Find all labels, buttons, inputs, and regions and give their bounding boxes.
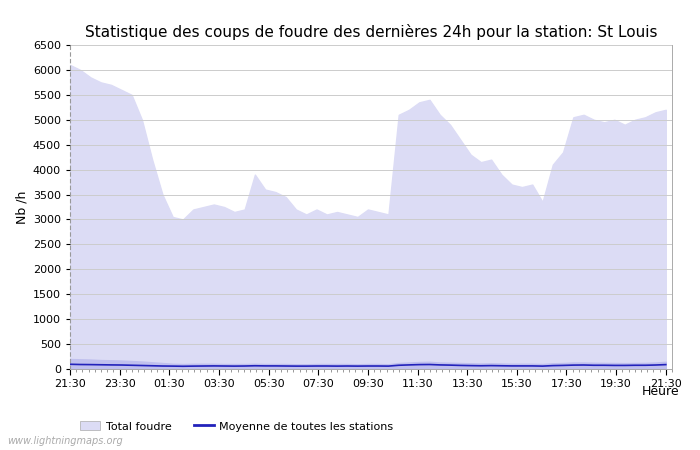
Text: www.lightningmaps.org: www.lightningmaps.org (7, 436, 122, 446)
Legend: Foudre détectée par St Louis: Foudre détectée par St Louis (76, 446, 270, 450)
Text: Heure: Heure (641, 385, 679, 398)
Y-axis label: Nb /h: Nb /h (15, 190, 29, 224)
Title: Statistique des coups de foudre des dernières 24h pour la station: St Louis: Statistique des coups de foudre des dern… (85, 24, 657, 40)
